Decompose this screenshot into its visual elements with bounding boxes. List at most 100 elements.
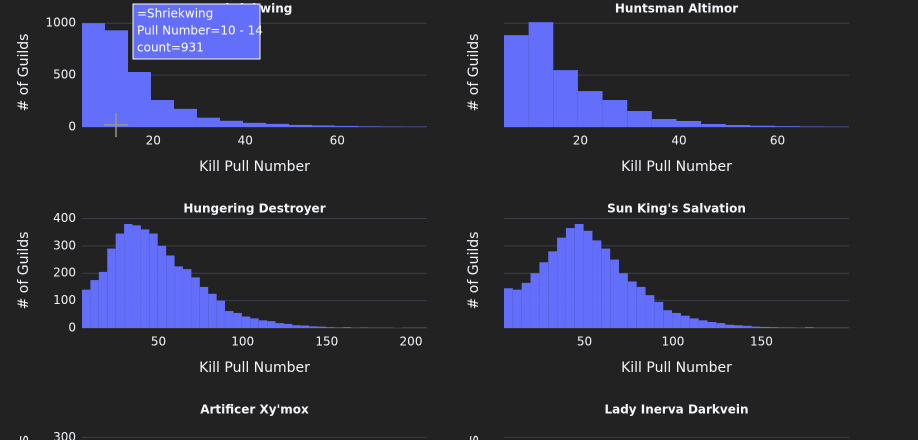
- x-tick-label: 20: [573, 134, 588, 148]
- x-tick-label: 60: [330, 134, 345, 148]
- subplot-title: Lady Inerva Darkvein: [604, 403, 748, 417]
- bar: [654, 301, 664, 328]
- y-tick-label: 300: [53, 430, 76, 440]
- bar: [577, 91, 603, 127]
- bar: [725, 324, 734, 328]
- bar: [90, 280, 99, 328]
- bar: [233, 312, 242, 328]
- x-axis-label: Kill Pull Number: [621, 159, 732, 175]
- bar: [627, 281, 637, 328]
- bar: [105, 30, 128, 127]
- y-tick-label: 0: [68, 120, 76, 134]
- x-tick-label: 50: [151, 335, 166, 349]
- bar: [799, 126, 825, 127]
- x-tick-label: 200: [400, 335, 423, 349]
- bar: [309, 326, 318, 328]
- bar: [124, 223, 133, 328]
- bar: [289, 124, 312, 127]
- bar: [539, 262, 549, 328]
- bar: [191, 277, 200, 328]
- x-tick-label: 150: [750, 335, 773, 349]
- bar: [258, 320, 268, 328]
- bar: [220, 120, 243, 127]
- x-tick-label: 40: [238, 134, 253, 148]
- bar: [82, 23, 105, 127]
- subplot-title: Hungering Destroyer: [183, 202, 325, 216]
- bar: [680, 315, 690, 328]
- y-tick-label: 100: [53, 293, 76, 307]
- bar: [98, 271, 108, 328]
- tooltip-line: =Shriekwing: [137, 7, 213, 21]
- y-axis-label: # of Guilds: [466, 232, 482, 310]
- y-axis-label: # of Guilds: [16, 232, 32, 310]
- y-axis-label: # of Guilds: [16, 435, 32, 440]
- x-tick-label: 100: [231, 335, 254, 349]
- bar: [716, 323, 726, 328]
- x-tick-label: 60: [770, 134, 785, 148]
- bar: [707, 321, 717, 328]
- bar: [627, 111, 652, 127]
- bar: [504, 288, 513, 328]
- bar: [645, 295, 655, 328]
- bar: [504, 35, 529, 127]
- bar: [358, 126, 381, 127]
- bar: [512, 289, 522, 328]
- subplot-title: Huntsman Altimor: [615, 2, 738, 16]
- y-axis-label: # of Guilds: [466, 435, 482, 440]
- bar: [574, 223, 584, 328]
- bar: [292, 325, 301, 328]
- bar: [528, 22, 554, 127]
- y-tick-label: 500: [53, 68, 76, 82]
- y-tick-label: 400: [53, 211, 76, 225]
- bar: [174, 108, 197, 127]
- bar: [197, 117, 220, 127]
- bar: [157, 245, 167, 328]
- x-axis-label: Kill Pull Number: [199, 159, 310, 175]
- bar: [602, 100, 628, 127]
- bar: [676, 120, 702, 127]
- bar: [342, 327, 352, 328]
- bar: [530, 273, 540, 328]
- bar: [312, 125, 335, 127]
- bar: [132, 225, 141, 328]
- bar: [734, 325, 743, 328]
- bar: [283, 323, 293, 328]
- y-axis-label: # of Guilds: [466, 34, 482, 112]
- x-tick-label: 20: [146, 134, 161, 148]
- subplot-title: Sun King's Salvation: [607, 202, 746, 216]
- bar: [778, 327, 788, 328]
- bar: [804, 327, 814, 328]
- bar: [250, 318, 259, 328]
- bar: [548, 251, 558, 328]
- x-tick-label: 40: [671, 134, 686, 148]
- bar: [751, 326, 761, 328]
- bar: [742, 325, 752, 328]
- y-tick-label: 0: [68, 321, 76, 335]
- bar: [166, 255, 175, 328]
- bar: [760, 326, 770, 328]
- plots: 05001000204060ShriekwingKill Pull Number…: [16, 2, 849, 440]
- bar: [128, 71, 151, 127]
- bar: [326, 327, 335, 328]
- bar: [151, 100, 174, 127]
- bar: [663, 310, 673, 328]
- hover-layer: =Shriekwing Pull Number=10 - 14 count=93…: [104, 3, 263, 137]
- y-axis-label: # of Guilds: [16, 34, 32, 112]
- bar: [553, 70, 578, 127]
- bar: [335, 125, 358, 127]
- bar: [275, 323, 284, 328]
- bar: [787, 327, 796, 328]
- bar: [149, 233, 158, 328]
- bar: [689, 318, 699, 328]
- bar: [115, 233, 125, 328]
- y-tick-label: 300: [53, 238, 76, 252]
- bar: [583, 230, 593, 328]
- bar: [208, 293, 217, 328]
- bar: [601, 248, 611, 328]
- x-tick-label: 150: [315, 335, 338, 349]
- bar: [619, 273, 628, 328]
- bar: [610, 259, 619, 328]
- bar: [266, 123, 289, 127]
